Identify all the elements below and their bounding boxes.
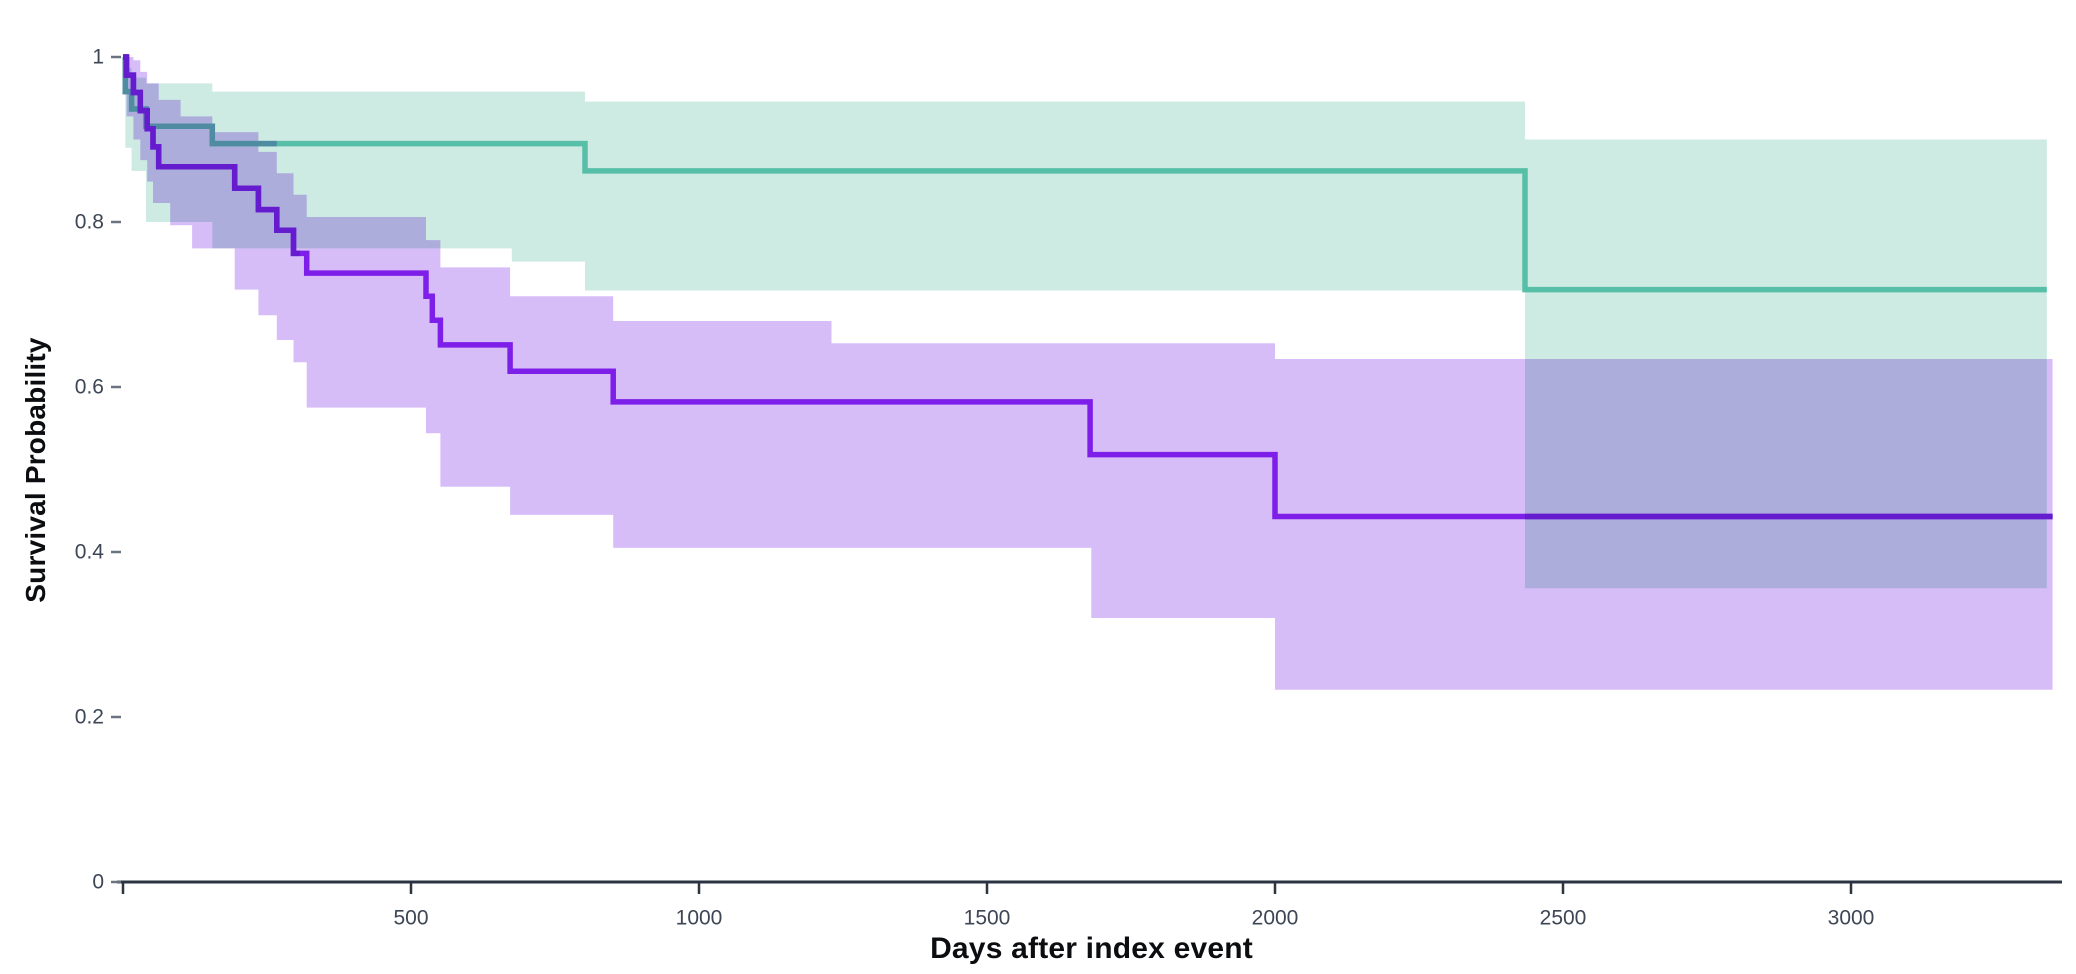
group-purple-curve bbox=[123, 54, 2053, 520]
x-tick-label: 1000 bbox=[676, 907, 723, 930]
y-tick-label: 0.6 bbox=[75, 376, 104, 399]
x-tick-label: 2500 bbox=[1540, 907, 1587, 930]
x-tick-label: 2000 bbox=[1252, 907, 1299, 930]
y-axis: 0 0.2 0.4 0.6 0.8 1 bbox=[75, 46, 121, 894]
y-tick-label: 0 bbox=[92, 871, 104, 894]
x-axis-title: Days after index event bbox=[930, 932, 1253, 965]
x-tick-label: 500 bbox=[393, 907, 428, 930]
y-tick-label: 0.2 bbox=[75, 706, 104, 729]
group-purple-curve-shaded-segment bbox=[123, 54, 300, 257]
y-tick-label: 0.4 bbox=[75, 541, 105, 564]
y-tick-label: 1 bbox=[92, 46, 104, 69]
x-tick-label: 3000 bbox=[1828, 907, 1875, 930]
x-axis: 500 1000 1500 2000 2500 3000 bbox=[117, 880, 2062, 930]
group-purple-ci-band bbox=[123, 57, 2053, 690]
y-tick-label: 0.8 bbox=[75, 211, 104, 234]
y-axis-title: Survival Probability bbox=[20, 337, 51, 603]
x-tick-label: 1500 bbox=[964, 907, 1011, 930]
